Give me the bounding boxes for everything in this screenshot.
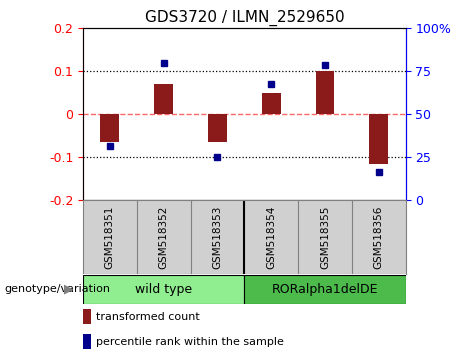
Text: GSM518352: GSM518352 [159,205,169,269]
Text: GSM518351: GSM518351 [105,205,115,269]
Text: wild type: wild type [135,283,192,296]
Bar [83,275,244,304]
Text: GSM518356: GSM518356 [374,205,384,269]
Bar [244,275,406,304]
Text: RORalpha1delDE: RORalpha1delDE [272,283,378,296]
Bar [208,114,227,142]
Text: transformed count: transformed count [96,312,200,322]
Text: GSM518353: GSM518353 [213,205,223,269]
Bar [262,93,281,114]
Bar [316,71,334,114]
Text: GSM518355: GSM518355 [320,205,330,269]
Text: ▶: ▶ [65,283,74,296]
Bar [369,114,388,164]
Text: GSM518354: GSM518354 [266,205,276,269]
Bar [154,84,173,114]
Title: GDS3720 / ILMN_2529650: GDS3720 / ILMN_2529650 [144,9,344,25]
Text: genotype/variation: genotype/variation [5,284,111,295]
Bar [83,334,91,349]
Text: percentile rank within the sample: percentile rank within the sample [96,337,284,347]
Bar [100,114,119,142]
Bar [83,309,91,324]
